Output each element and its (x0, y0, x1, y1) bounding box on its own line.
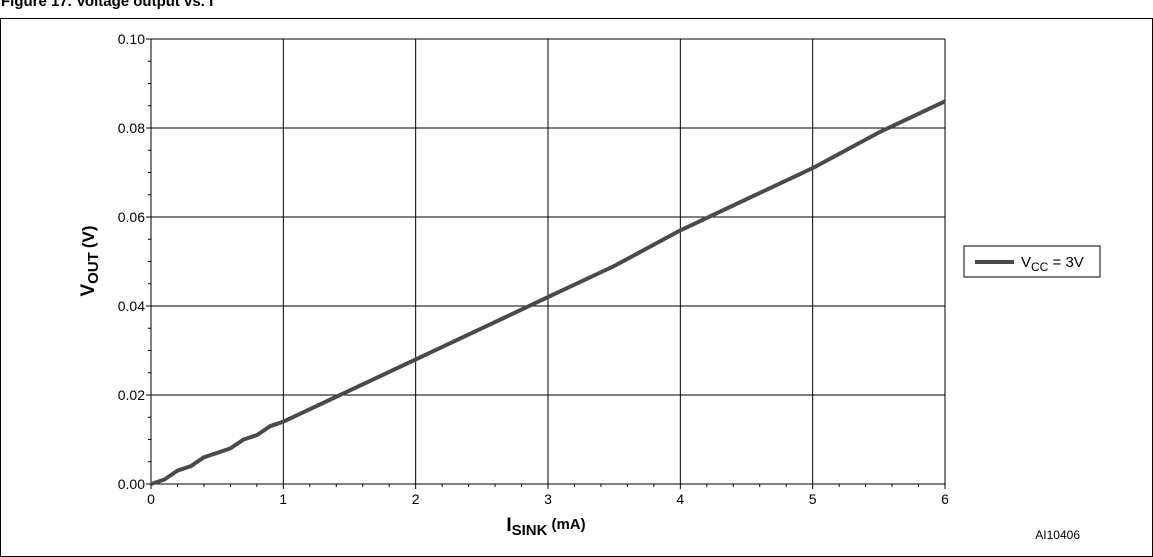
series-line (150, 99, 946, 486)
series-layer (150, 99, 946, 486)
tick-label-x: 3 (544, 491, 552, 507)
tick-label-y: 0.04 (118, 298, 145, 314)
tick-label-y: 0.08 (118, 120, 145, 136)
tick-label-y: 0.06 (118, 209, 145, 225)
tick-label-x: 2 (412, 491, 420, 507)
y-axis-label-sub: OUT (85, 252, 102, 284)
tick-label-x: 4 (676, 491, 684, 507)
figure-code: AI10406 (1035, 528, 1080, 542)
tick-label-x: 5 (809, 491, 817, 507)
tick-label-y: 0.02 (118, 387, 145, 403)
legend-label-main: V (1021, 254, 1031, 271)
x-axis-label-main: I (506, 515, 511, 536)
x-axis-label-sub: SINK (512, 522, 548, 539)
x-axis-label: ISINK (mA) (506, 515, 585, 539)
legend-label-suffix: = 3V (1048, 254, 1083, 271)
tick-label-x: 0 (147, 491, 155, 507)
axis-ticks (146, 38, 946, 489)
legend: VCC = 3V (963, 245, 1101, 278)
tick-labels: 0 1 2 3 4 5 6 0.00 0.02 0.04 0.06 0.08 0.10 (118, 31, 949, 507)
figure-title: Figure 17. Voltage output vs. I (1, 0, 214, 10)
legend-label-sub: CC (1031, 260, 1049, 274)
legend-label: VCC = 3V (1021, 254, 1084, 274)
y-axis-label: VOUT (V) (78, 225, 102, 296)
tick-label-y: 0.10 (118, 31, 145, 47)
figure-header: Figure 17. Voltage output vs. I (0, 0, 1153, 18)
tick-label-x: 1 (279, 491, 287, 507)
grid (150, 38, 946, 485)
y-axis-label-unit: (V) (79, 225, 98, 248)
tick-label-y: 0.00 (118, 476, 145, 492)
y-axis-label-main: V (78, 284, 99, 297)
tick-label-x: 6 (941, 491, 949, 507)
x-axis-label-unit: (mA) (551, 516, 585, 533)
